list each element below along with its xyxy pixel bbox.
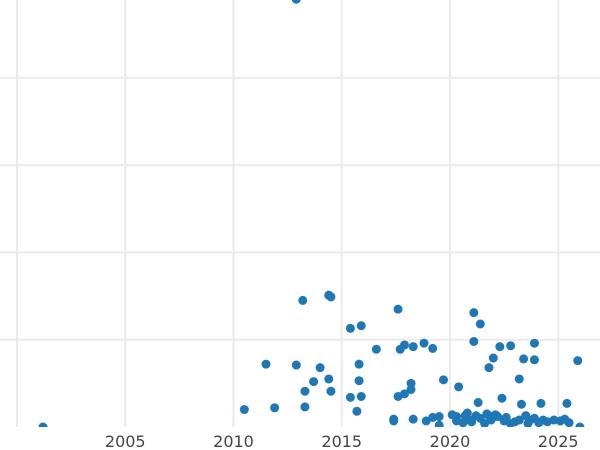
data-point[interactable] [324, 374, 334, 384]
gridlines [0, 0, 600, 427]
data-point[interactable] [495, 342, 505, 352]
data-point[interactable] [326, 292, 336, 302]
data-point[interactable] [497, 393, 507, 403]
data-point[interactable] [393, 304, 403, 314]
data-point[interactable] [529, 338, 539, 348]
data-point[interactable] [529, 355, 539, 365]
data-point[interactable] [562, 398, 572, 408]
data-point[interactable] [439, 375, 449, 385]
data-point[interactable] [389, 414, 399, 424]
data-point[interactable] [400, 389, 410, 399]
data-point[interactable] [356, 321, 366, 331]
data-point[interactable] [406, 384, 416, 394]
data-point[interactable] [345, 392, 355, 402]
x-tick-label: 2020 [430, 432, 471, 450]
data-point[interactable] [519, 354, 529, 364]
data-point[interactable] [462, 408, 472, 418]
data-point[interactable] [345, 323, 355, 333]
data-point[interactable] [419, 338, 429, 348]
data-point[interactable] [488, 353, 498, 363]
x-tick-label: 2010 [213, 432, 254, 450]
data-point[interactable] [352, 406, 362, 416]
data-point[interactable] [291, 360, 301, 370]
data-point[interactable] [516, 399, 526, 409]
data-point[interactable] [454, 382, 464, 392]
data-point[interactable] [408, 414, 418, 424]
data-point[interactable] [434, 420, 444, 430]
data-point[interactable] [428, 343, 438, 353]
data-point[interactable] [506, 341, 516, 351]
data-point[interactable] [493, 412, 503, 422]
data-point[interactable] [434, 412, 444, 422]
data-point[interactable] [484, 363, 494, 373]
data-point[interactable] [408, 342, 418, 352]
data-point[interactable] [469, 308, 479, 318]
data-point[interactable] [400, 340, 410, 350]
data-point[interactable] [309, 377, 319, 387]
data-point[interactable] [239, 405, 249, 415]
data-point[interactable] [371, 344, 381, 354]
data-point[interactable] [300, 402, 310, 412]
data-point[interactable] [356, 391, 366, 401]
x-tick-label: 2015 [321, 432, 362, 450]
data-point[interactable] [354, 376, 364, 386]
data-point[interactable] [514, 415, 524, 425]
data-point[interactable] [298, 295, 308, 305]
data-point[interactable] [270, 403, 280, 413]
x-tick-label: 2025 [538, 432, 579, 450]
x-axis-ticks: 2005 2010 2015 2020 2025 [105, 432, 579, 450]
data-point[interactable] [291, 0, 301, 4]
data-point[interactable] [261, 359, 271, 369]
data-point[interactable] [514, 374, 524, 384]
x-tick-label: 2005 [105, 432, 146, 450]
data-points [38, 0, 585, 432]
data-point[interactable] [300, 386, 310, 396]
data-point[interactable] [573, 356, 583, 366]
data-point[interactable] [326, 386, 336, 396]
data-point[interactable] [315, 363, 325, 373]
data-point[interactable] [575, 422, 585, 432]
data-point[interactable] [38, 422, 48, 432]
data-point[interactable] [564, 418, 574, 427]
data-point[interactable] [475, 319, 485, 329]
data-point[interactable] [473, 398, 483, 408]
data-point[interactable] [536, 398, 546, 408]
data-point[interactable] [354, 359, 364, 369]
data-point[interactable] [469, 336, 479, 346]
